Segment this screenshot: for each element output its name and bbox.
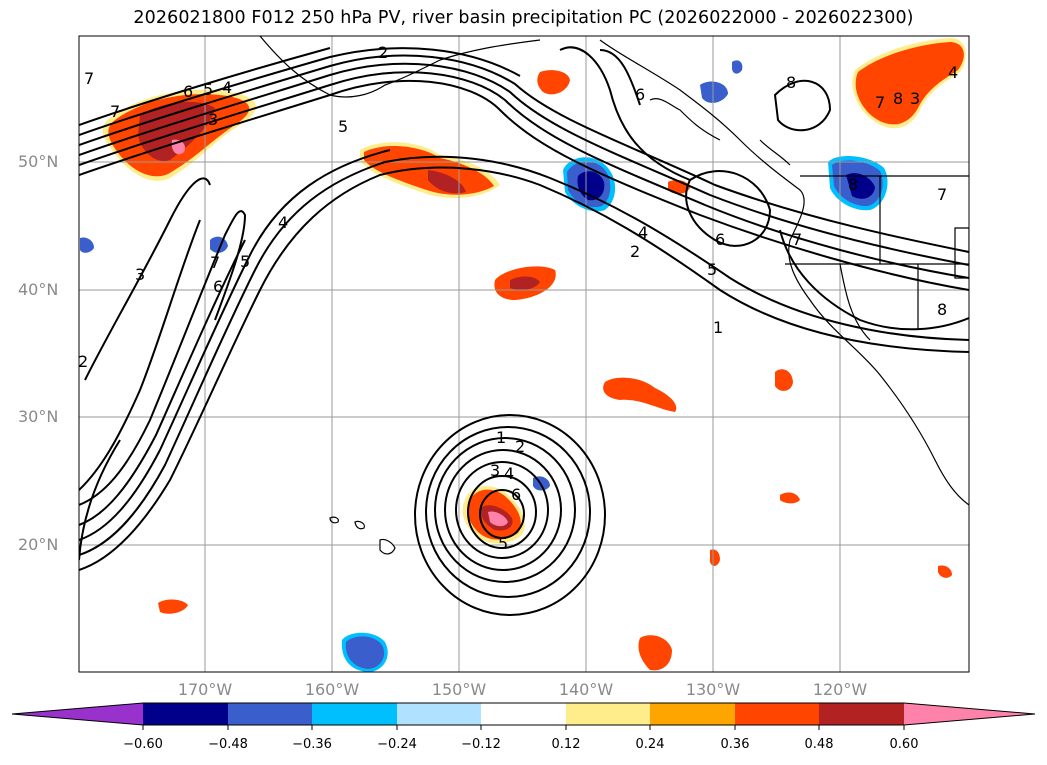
colorbar bbox=[11, 702, 1036, 730]
colorbar-tick-label: −0.36 bbox=[292, 737, 332, 752]
pv-label-6-nw: 6 bbox=[183, 82, 193, 101]
colorbar-segment-4 bbox=[397, 703, 481, 725]
pv-label-6-low: 6 bbox=[511, 485, 521, 504]
pv-label-6-ak: 6 bbox=[635, 85, 645, 104]
colorbar-tick-label: 0.36 bbox=[720, 737, 750, 752]
colorbar-segment-2 bbox=[228, 703, 312, 725]
pv-label-5-low: 5 bbox=[498, 534, 508, 553]
colorbar-tick-label: −0.12 bbox=[461, 737, 501, 752]
colorbar-tick-label: −0.60 bbox=[123, 737, 163, 752]
lat-label-30n: 30°N bbox=[18, 407, 59, 426]
pv-label-5-nw: 5 bbox=[203, 80, 213, 99]
lon-label-150w: 150°W bbox=[431, 680, 487, 699]
pv-contours bbox=[79, 46, 969, 616]
pv-label-7-e: 7 bbox=[937, 185, 947, 204]
coastlines bbox=[259, 36, 969, 555]
pv-label-7-coast: 7 bbox=[792, 230, 802, 249]
lat-label-50n: 50°N bbox=[18, 152, 59, 171]
pv-label-3-low: 3 bbox=[490, 461, 500, 480]
pv-label-8-north: 8 bbox=[786, 73, 796, 92]
colorbar-tick-label: 0.12 bbox=[551, 737, 581, 752]
colorbar-segment-1 bbox=[143, 703, 228, 725]
lat-label-40n: 40°N bbox=[18, 280, 59, 299]
lon-label-160w: 160°W bbox=[304, 680, 360, 699]
pv-label-6-west: 6 bbox=[213, 277, 223, 296]
pv-label-7-nw2: 7 bbox=[110, 102, 120, 121]
lon-label-140w: 140°W bbox=[558, 680, 614, 699]
pv-label-3-ne: 3 bbox=[910, 89, 920, 108]
pv-label-2-center: 2 bbox=[630, 242, 640, 261]
pv-label-5-center: 5 bbox=[707, 260, 717, 279]
graticule bbox=[79, 36, 969, 672]
pv-label-8-ne: 8 bbox=[848, 175, 858, 194]
lon-label-170w: 170°W bbox=[177, 680, 233, 699]
colorbar-tick-label: −0.24 bbox=[377, 737, 417, 752]
colorbar-segment-0 bbox=[12, 703, 143, 725]
pv-label-4-west: 4 bbox=[278, 213, 288, 232]
precip-blob-subtropical bbox=[603, 377, 677, 412]
colorbar-tick-label: 0.24 bbox=[635, 737, 665, 752]
colorbar-tick-label: 0.48 bbox=[804, 737, 834, 752]
pv-label-4-nw: 4 bbox=[222, 78, 232, 97]
pv-label-4-low: 4 bbox=[504, 464, 514, 483]
pv-label-4-ne: 4 bbox=[948, 63, 958, 82]
colorbar-segment-7 bbox=[650, 703, 735, 725]
map-panel[interactable]: 7 7 6 5 4 3 5 2 3 7 6 5 4 2 6 4 2 6 5 1 … bbox=[0, 0, 1047, 690]
pv-label-2-far-west: 2 bbox=[78, 352, 88, 371]
pv-label-2-low: 2 bbox=[515, 437, 525, 456]
pv-label-2-north: 2 bbox=[378, 43, 388, 62]
lon-label-130w: 130°W bbox=[685, 680, 741, 699]
pv-label-1-center: 1 bbox=[713, 318, 723, 337]
lon-label-120w: 120°W bbox=[812, 680, 868, 699]
colorbar-tick-label: 0.60 bbox=[889, 737, 919, 752]
contour-labels: 7 7 6 5 4 3 5 2 3 7 6 5 4 2 6 4 2 6 5 1 … bbox=[78, 43, 958, 553]
colorbar-segment-10 bbox=[904, 703, 1035, 725]
pv-label-7-ne: 7 bbox=[875, 93, 885, 112]
pv-label-6-ridge: 6 bbox=[715, 230, 725, 249]
pv-label-3-nw: 3 bbox=[208, 110, 218, 129]
colorbar-tick-marks bbox=[142, 725, 905, 730]
colorbar-segment-5 bbox=[481, 703, 566, 725]
precipitation-shading bbox=[80, 38, 966, 672]
precip-blob-se bbox=[638, 635, 672, 671]
pv-label-3-west: 3 bbox=[135, 265, 145, 284]
colorbar-segment-6 bbox=[566, 703, 650, 725]
pv-label-7-nw: 7 bbox=[84, 69, 94, 88]
pv-label-1-low: 1 bbox=[496, 428, 506, 447]
pv-label-7-west: 7 bbox=[210, 253, 220, 272]
pv-label-5-west: 5 bbox=[240, 252, 250, 271]
lat-label-20n: 20°N bbox=[18, 535, 59, 554]
map-title: 2026021800 F012 250 hPa PV, river basin … bbox=[133, 8, 914, 28]
colorbar-segment-3 bbox=[312, 703, 397, 725]
precip-blob-sw bbox=[158, 599, 188, 614]
colorbar-segment-8 bbox=[735, 703, 819, 725]
pv-label-8-ne2: 8 bbox=[893, 89, 903, 108]
pv-label-4-center: 4 bbox=[638, 223, 648, 242]
map-frame bbox=[78, 35, 970, 673]
colorbar-tick-label: −0.48 bbox=[208, 737, 248, 752]
precip-blob-small-north bbox=[537, 70, 570, 95]
pv-label-5-north: 5 bbox=[338, 117, 348, 136]
colorbar-segment-9 bbox=[819, 703, 904, 725]
pv-label-8-e: 8 bbox=[937, 300, 947, 319]
